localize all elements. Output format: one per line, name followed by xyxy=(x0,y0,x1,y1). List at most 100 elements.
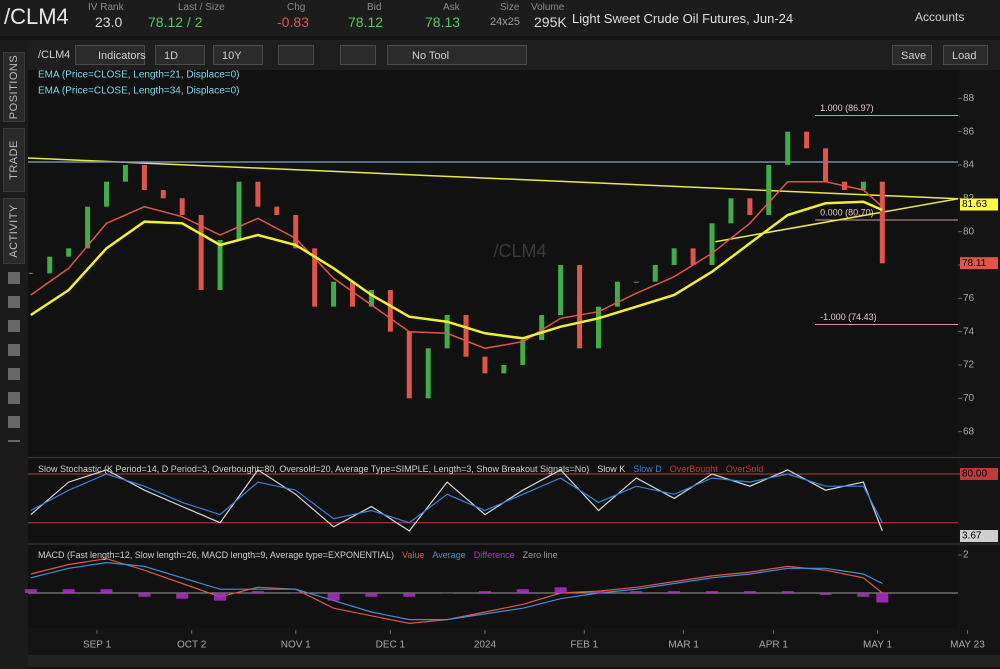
candle xyxy=(823,148,829,182)
candle xyxy=(47,256,53,274)
legend-entry: Difference xyxy=(474,550,515,560)
histogram-bar xyxy=(214,592,227,601)
candle xyxy=(766,165,772,215)
tab[interactable]: ACTIVITY xyxy=(3,198,25,264)
header-bar xyxy=(0,0,1000,36)
y-tick-label: 86 xyxy=(963,126,975,137)
legend-entry: OverBought xyxy=(670,464,719,474)
histogram-bar xyxy=(554,587,567,593)
field-value: 78.13 xyxy=(425,14,461,30)
description: Light Sweet Crude Oil Futures, Jun-24 xyxy=(572,11,794,26)
panel-title: Slow Stochastic (K Period=14, D Period=3… xyxy=(38,464,589,474)
x-tick-label: MAY 23 xyxy=(950,640,985,651)
watermark: /CLM4 xyxy=(493,241,546,261)
legend-entry: Slow D xyxy=(633,464,662,474)
legend-entry: Zero line xyxy=(523,550,558,560)
fib-label: 1.000 (86.97) xyxy=(820,103,874,113)
candle xyxy=(255,181,261,207)
x-tick-label: OCT 2 xyxy=(177,640,207,651)
histogram-bar xyxy=(100,589,113,593)
legend-entry: Average xyxy=(432,550,465,560)
candle xyxy=(652,265,658,282)
candle xyxy=(160,190,166,199)
candle xyxy=(671,248,677,265)
field-label: Volume xyxy=(531,2,565,13)
panel-legend: Slow Stochastic (K Period=14, D Period=3… xyxy=(38,464,763,474)
trendline xyxy=(715,198,959,243)
candle xyxy=(860,181,866,190)
x-tick-label: MAR 1 xyxy=(668,640,699,651)
candle xyxy=(425,348,431,399)
field-value: 24x25 xyxy=(490,16,520,28)
price-label: 80.00 xyxy=(962,469,987,480)
candle xyxy=(463,315,469,357)
legend-entry: EMA (Price=CLOSE, Length=21, Displace=0) xyxy=(38,70,240,81)
histogram-bar xyxy=(176,592,189,599)
histogram-bar xyxy=(62,589,75,593)
x-tick-label: 2024 xyxy=(474,640,497,651)
candle xyxy=(785,131,791,165)
candle xyxy=(595,306,601,349)
indicators-button[interactable]: Indicators xyxy=(75,45,146,65)
series-line xyxy=(30,180,883,350)
toolbar-symbol[interactable]: /CLM4 xyxy=(38,49,71,61)
candle xyxy=(312,248,318,307)
candle xyxy=(690,248,696,265)
price-label-box xyxy=(960,467,998,480)
x-tick-label: APR 1 xyxy=(759,640,788,651)
sidebar-icons[interactable] xyxy=(8,272,20,442)
histogram-bar xyxy=(478,591,491,593)
histogram-bar xyxy=(251,591,264,593)
candle xyxy=(520,340,526,365)
field-label: Size xyxy=(500,2,520,13)
y-tick-label: 72 xyxy=(963,360,975,371)
field-value: -0.83 xyxy=(277,14,309,30)
accounts-menu[interactable]: Accounts xyxy=(915,10,965,24)
histogram-bar xyxy=(857,592,870,597)
scrollbar[interactable] xyxy=(28,655,1000,667)
candle xyxy=(122,165,128,182)
tool-select[interactable]: No Tool xyxy=(387,45,527,65)
candle xyxy=(539,315,545,340)
save-button[interactable]: Save xyxy=(892,45,932,65)
y-tick-label: 76 xyxy=(963,293,975,304)
y-tick-label: 84 xyxy=(963,160,975,171)
y-tick-label: 74 xyxy=(963,326,975,337)
histogram-bar xyxy=(24,589,37,593)
candle xyxy=(614,281,620,307)
load-button[interactable]: Load xyxy=(943,45,988,65)
field-label: Chg xyxy=(287,2,306,13)
candle xyxy=(331,281,337,307)
y-tick-label: 70 xyxy=(963,393,975,404)
candle xyxy=(633,281,639,283)
candle xyxy=(804,131,810,149)
price-label: 81.63 xyxy=(962,199,987,210)
tab[interactable]: TRADE xyxy=(3,128,25,192)
x-tick-label: NOV 1 xyxy=(281,640,311,651)
candle xyxy=(577,265,583,349)
price-label: 3.67 xyxy=(962,531,982,542)
y-tick-label: 2 xyxy=(963,550,969,561)
range-select[interactable]: 10Y xyxy=(213,45,263,65)
panel-title: MACD (Fast length=12, Slow length=26, MA… xyxy=(38,550,394,560)
fib-label: -1.000 (74.43) xyxy=(820,312,877,322)
period-select[interactable]: 1D xyxy=(155,45,205,65)
candle xyxy=(368,290,374,307)
candle xyxy=(179,198,185,215)
layout-button[interactable] xyxy=(340,45,376,65)
legend-entry: Value xyxy=(402,550,424,560)
y-tick-label: 88 xyxy=(963,93,975,104)
candle xyxy=(28,272,33,274)
field-label: Last / Size xyxy=(178,2,225,13)
style-button[interactable] xyxy=(278,45,314,65)
candle xyxy=(444,315,450,349)
histogram-bar xyxy=(138,592,151,597)
candle xyxy=(236,181,242,240)
price-panel xyxy=(28,70,958,455)
candle xyxy=(501,365,507,374)
price-label-box xyxy=(960,530,998,543)
fib-label: 0.000 (80.70) xyxy=(820,207,874,217)
tab[interactable]: POSITIONS xyxy=(3,52,25,122)
